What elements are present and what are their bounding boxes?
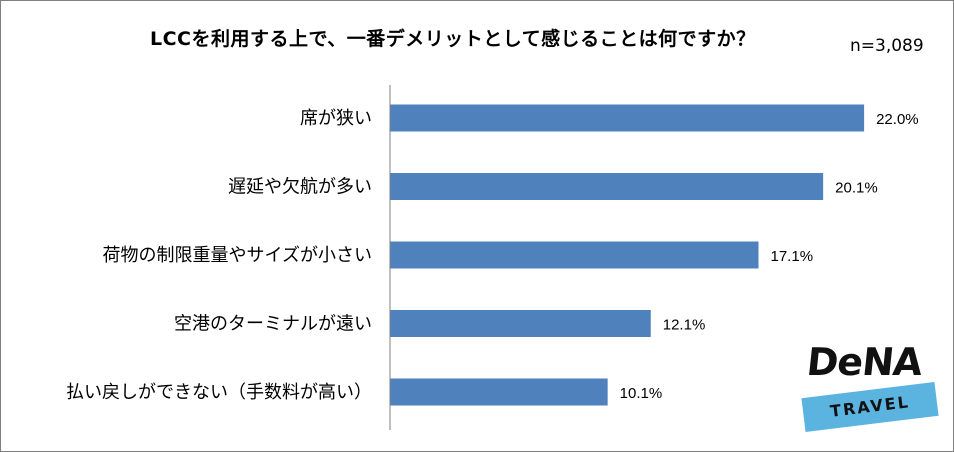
category-label-5: 払い戻しができない（手数料が高い） [66, 382, 372, 403]
bar-3 [390, 241, 759, 269]
value-label-1: 22.0% [876, 111, 919, 128]
value-label-2: 20.1% [835, 180, 878, 197]
bar-1 [390, 104, 865, 132]
sample-size-label: n=3,089 [850, 36, 924, 56]
bar-4 [390, 310, 651, 337]
dena-travel-logo: DeNA TRAVEL [795, 340, 945, 435]
logo-travel-banner: TRAVEL [801, 381, 939, 433]
category-label-3: 荷物の制限重量やサイズが小さい [103, 245, 372, 266]
bar-2 [390, 173, 824, 200]
value-label-5: 10.1% [620, 385, 663, 402]
chart-title: LCCを利用する上で、一番デメリットとして感じることは何ですか？ [150, 28, 756, 50]
category-label-2: 遅延や欠航が多い [228, 177, 372, 198]
bar-5 [390, 378, 608, 406]
logo-sub-text: TRAVEL [829, 392, 911, 421]
category-label-1: 席が狭い [300, 108, 372, 129]
logo-brand-text: DeNA [804, 340, 924, 384]
value-label-3: 17.1% [771, 248, 814, 265]
category-label-4: 空港のターミナルが遠い [174, 314, 372, 335]
value-label-4: 12.1% [663, 317, 706, 334]
bars-layer: 席が狭い 22.0% 遅延や欠航が多い 20.1% 荷物の制限重量やサイズが小さい 17.… [66, 104, 919, 406]
